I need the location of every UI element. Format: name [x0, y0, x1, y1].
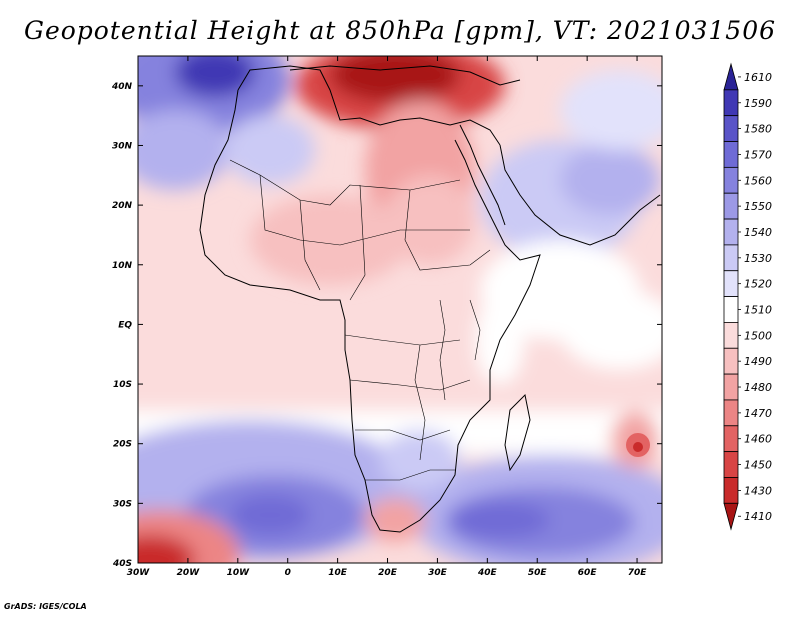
- lon-tick-label: 30E: [428, 568, 448, 578]
- colorbar-label: 1570: [744, 148, 772, 161]
- colorbar-label: 1410: [744, 510, 772, 523]
- colorbar-swatch: [723, 425, 739, 453]
- colorbar-label: 1490: [744, 355, 772, 368]
- lon-tick-label: 40E: [477, 568, 498, 578]
- lat-tick-label: 10N: [112, 261, 133, 271]
- lon-tick-label: 30W: [127, 568, 151, 578]
- chart-title: Geopotential Height at 850hPa [gpm], VT:…: [23, 16, 777, 45]
- colorbar-label: 1430: [744, 484, 772, 497]
- lat-tick-label: 30S: [113, 499, 132, 509]
- colorbar-label: 1460: [744, 433, 772, 446]
- lon-tick-label: 0: [285, 568, 291, 578]
- colorbar-label: 1520: [744, 278, 772, 291]
- colorbar-label: 1510: [744, 304, 772, 317]
- lat-tick-label: 40S: [112, 559, 132, 569]
- latitude-ticks: 40S 30S 20S 10S EQ 10N 20N 30N 40N: [111, 82, 662, 569]
- colorbar-label: 1580: [744, 123, 772, 136]
- lon-tick-label: 60E: [578, 568, 598, 578]
- country-borders: [229, 159, 491, 481]
- colorbar-label: 1590: [744, 97, 772, 110]
- lat-tick-label: 10S: [113, 380, 132, 390]
- lon-tick-label: 10E: [328, 568, 348, 578]
- height-field: [138, 56, 662, 563]
- colorbar-swatch: [723, 89, 739, 117]
- colorbar-arrow-top: [723, 62, 739, 91]
- colorbar: 1610 1590 1580 1570 1560 1550 1540 1530 1520 1510…: [723, 62, 772, 531]
- colorbar-label: 1540: [744, 226, 772, 239]
- colorbar-label: 1610: [744, 71, 772, 84]
- colorbar-label: 1530: [744, 252, 772, 265]
- colorbar-swatch: [723, 192, 739, 220]
- colorbar-swatch: [723, 347, 739, 375]
- lat-tick-label: 40N: [111, 82, 133, 92]
- colorbar-label: 1560: [744, 174, 772, 187]
- colorbar-swatch: [723, 141, 739, 168]
- lat-tick-label: 20N: [112, 201, 133, 211]
- colorbar-swatch: [723, 322, 739, 349]
- colorbar-label: 1500: [744, 329, 772, 342]
- colorbar-swatch: [723, 270, 739, 297]
- colorbar-label: 1550: [744, 200, 772, 213]
- colorbar-swatch: [723, 373, 739, 401]
- map-frame: [137, 55, 663, 564]
- longitude-ticks: 30W 20W 10W 0 10E 20E 30E 40E 50E 60E 70E: [127, 56, 647, 578]
- colorbar-label: 1450: [744, 459, 772, 472]
- colorbar-swatch: [723, 166, 739, 194]
- colorbar-swatch: [723, 296, 739, 323]
- colorbar-swatch: [723, 451, 739, 478]
- lon-tick-label: 20E: [378, 568, 398, 578]
- lon-tick-label: 10W: [227, 568, 251, 578]
- colorbar-swatch: [723, 244, 739, 272]
- coastlines: [199, 65, 661, 533]
- credit-text: GrADS: IGES/COLA: [4, 602, 87, 611]
- lat-tick-label: EQ: [118, 320, 132, 330]
- colorbar-swatch: [723, 218, 739, 246]
- colorbar-swatch: [723, 115, 739, 142]
- lon-tick-label: 50E: [528, 568, 548, 578]
- lat-tick-label: 20S: [113, 440, 132, 450]
- colorbar-swatch: [723, 477, 739, 504]
- lon-tick-label: 20W: [177, 568, 201, 578]
- colorbar-swatch: [723, 399, 739, 427]
- colorbar-label: 1470: [744, 407, 772, 420]
- colorbar-arrow-bottom: [723, 502, 739, 531]
- lon-tick-label: 70E: [628, 568, 648, 578]
- lat-tick-label: 30N: [112, 141, 133, 151]
- colorbar-label: 1480: [744, 381, 772, 394]
